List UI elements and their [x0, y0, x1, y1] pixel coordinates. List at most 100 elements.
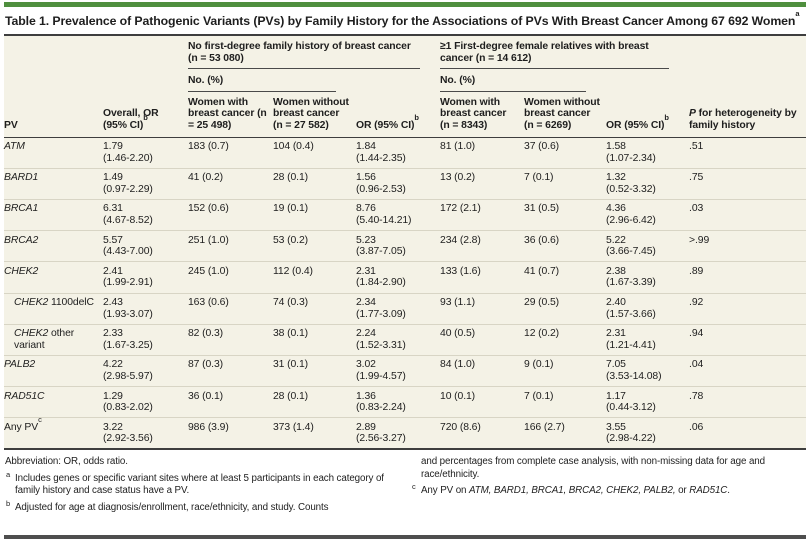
p-het-cell: .94 — [689, 323, 807, 356]
table-row-brca2: BRCA2 5.57 (4.43-7.00) 251 (1.0) 53 (0.2)… — [4, 230, 807, 262]
pv-cell: PALB2 — [4, 354, 103, 387]
fh-or-cell: 1.17 (0.44-3.12) — [606, 386, 690, 418]
overall-or-cell: 2.33 (1.67-3.25) — [103, 323, 188, 356]
overall-or-cell: 1.79 (1.46-2.20) — [103, 141, 153, 164]
nofh-case-cell: 36 (0.1) — [188, 386, 273, 418]
fh-case-cell: 13 (0.2) — [440, 167, 525, 200]
nofh-case-cell: 986 (3.9) — [188, 417, 273, 449]
overall-or-cell: 4.22 (2.98-5.97) — [103, 354, 188, 387]
fh-or-cell: 4.36 (2.96-6.42) — [606, 198, 690, 231]
nofh-control-cell: 28 (0.1) — [273, 386, 356, 418]
fh-control-cell: 7 (0.1) — [524, 167, 607, 200]
fh-control-cell: 37 (0.6) — [524, 141, 560, 153]
title-divider-rule — [4, 34, 806, 36]
table-row-atm: ATM 1.79 (1.46-2.20) 183 (0.7) 104 (0.4) … — [4, 137, 806, 168]
abbreviation-note: Abbreviation: OR, odds ratio. — [5, 456, 128, 468]
nofh-or-cell: 1.56 (0.96-2.53) — [356, 167, 441, 200]
fh-or-cell: 5.22 (3.66-7.45) — [606, 230, 690, 262]
fh-or-cell: 1.58 (1.07-2.34) — [606, 141, 656, 164]
nofh-case-cell: 87 (0.3) — [188, 354, 273, 387]
nofh-or-cell: 2.24 (1.52-3.31) — [356, 323, 441, 356]
pv-cell: BRCA1 — [4, 198, 103, 231]
nofh-or-cell: 2.34 (1.77-3.09) — [356, 292, 441, 325]
footnote-column-left: Abbreviation: OR, odds ratio. a Includes … — [5, 456, 395, 518]
overall-or-cell: 5.57 (4.43-7.00) — [103, 230, 188, 262]
spacer-cell — [356, 69, 440, 92]
title-footnote-marker: a — [795, 9, 800, 19]
p-het-cell: .75 — [689, 167, 807, 200]
fh-case-cell: 84 (1.0) — [440, 354, 525, 387]
table-bottom-bar — [4, 534, 806, 539]
nofh-or-cell: 1.36 (0.83-2.24) — [356, 386, 441, 418]
nofh-case-cell: 245 (1.0) — [188, 261, 273, 293]
fh-case-cell: 81 (1.0) — [440, 141, 476, 153]
p-het-cell: .51 — [689, 141, 704, 153]
overall-or-cell: 6.31 (4.67-8.52) — [103, 198, 188, 231]
overall-or-cell: 2.43 (1.93-3.07) — [103, 292, 188, 325]
spacer-cell — [103, 69, 188, 92]
nofh-control-cell: 104 (0.4) — [273, 141, 314, 153]
prevalence-table: No first-degree family history of breast… — [4, 36, 807, 449]
p-het-cell: .78 — [689, 386, 807, 418]
column-header-nofh-or: OR (95% CI)b — [356, 91, 441, 138]
spacer-cell — [606, 69, 689, 92]
fh-control-cell: 31 (0.5) — [524, 198, 607, 231]
overall-or-cell: 2.41 (1.99-2.91) — [103, 261, 188, 293]
spacer-cell — [689, 69, 806, 92]
fh-or-cell: 2.40 (1.57-3.66) — [606, 292, 690, 325]
pv-cell: BRCA2 — [4, 230, 103, 262]
no-pct-header-right: No. (%) — [440, 69, 606, 92]
pv-cell: CHEK2 1100delC — [4, 292, 103, 325]
nofh-or-cell: 5.23 (3.87-7.05) — [356, 230, 441, 262]
nofh-or-cell: 1.84 (1.44-2.35) — [356, 141, 406, 164]
p-het-cell: .92 — [689, 292, 807, 325]
column-header-pv: PV — [4, 91, 103, 138]
nofh-or-cell: 2.31 (1.84-2.90) — [356, 261, 441, 293]
nofh-case-cell: 152 (0.6) — [188, 198, 273, 231]
nofh-case-cell: 163 (0.6) — [188, 292, 273, 325]
pv-cell: ATM — [4, 141, 25, 153]
footnote-divider-rule — [4, 448, 806, 451]
nofh-or-cell: 8.76 (5.40-14.21) — [356, 198, 441, 231]
table-row-any-pv: Any PVc 3.22 (2.92-3.56) 986 (3.9) 373 (1… — [4, 416, 807, 449]
nofh-case-cell: 251 (1.0) — [188, 230, 273, 262]
table-row-brca1: BRCA1 6.31 (4.67-8.52) 152 (0.6) 19 (0.1)… — [4, 198, 807, 231]
overall-or-cell: 1.49 (0.97-2.29) — [103, 167, 188, 200]
nofh-control-cell: 38 (0.1) — [273, 323, 356, 356]
spacer-cell — [4, 69, 103, 92]
pv-cell: BARD1 — [4, 167, 103, 200]
fh-control-cell: 9 (0.1) — [524, 354, 607, 387]
spacer-cell — [4, 36, 103, 69]
fh-case-cell: 234 (2.8) — [440, 230, 525, 262]
fh-or-cell: 2.38 (1.67-3.39) — [606, 261, 690, 293]
nofh-or-cell: 2.89 (2.56-3.27) — [356, 417, 441, 449]
fh-control-cell: 41 (0.7) — [524, 261, 607, 293]
overall-or-cell: 3.22 (2.92-3.56) — [103, 417, 188, 449]
nofh-control-cell: 112 (0.4) — [273, 261, 356, 293]
fh-case-cell: 720 (8.6) — [440, 417, 525, 449]
footnote-a: a Includes genes or specific variant site… — [6, 470, 384, 497]
table-row-bard1: BARD1 1.49 (0.97-2.29) 41 (0.2) 28 (0.1) … — [4, 167, 807, 200]
spacer-cell — [103, 36, 188, 69]
pv-cell: CHEK2 other variant — [4, 323, 103, 356]
nofh-case-cell: 41 (0.2) — [188, 167, 273, 200]
footnotes: Abbreviation: OR, odds ratio. a Includes … — [4, 450, 806, 519]
fh-control-cell: 7 (0.1) — [524, 386, 607, 418]
column-header-fh-case: Women with breast cancer (n = 8343) — [440, 91, 525, 138]
table-accent-bar — [4, 2, 806, 7]
fh-or-cell: 2.31 (1.21-4.41) — [606, 323, 690, 356]
table-title-text: Table 1. Prevalence of Pathogenic Varian… — [5, 14, 796, 28]
nofh-case-cell: 82 (0.3) — [188, 323, 273, 356]
p-het-cell: .03 — [689, 198, 807, 231]
nofh-case-cell: 183 (0.7) — [188, 141, 229, 153]
fh-control-cell: 29 (0.5) — [524, 292, 607, 325]
column-header-overall-or: Overall, OR (95% CI)b — [103, 91, 188, 138]
fh-or-cell: 7.05 (3.53-14.08) — [606, 354, 690, 387]
column-header-row: PV Overall, OR (95% CI)b Women with brea… — [4, 91, 807, 138]
p-het-cell: .04 — [689, 354, 807, 387]
footnote-b-continued: and percentages from complete case analy… — [421, 456, 765, 480]
column-header-fh-control: Women without breast cancer (n = 6269) — [524, 91, 607, 138]
nofh-control-cell: 373 (1.4) — [273, 417, 356, 449]
table-title: Table 1. Prevalence of Pathogenic Varian… — [4, 7, 806, 34]
